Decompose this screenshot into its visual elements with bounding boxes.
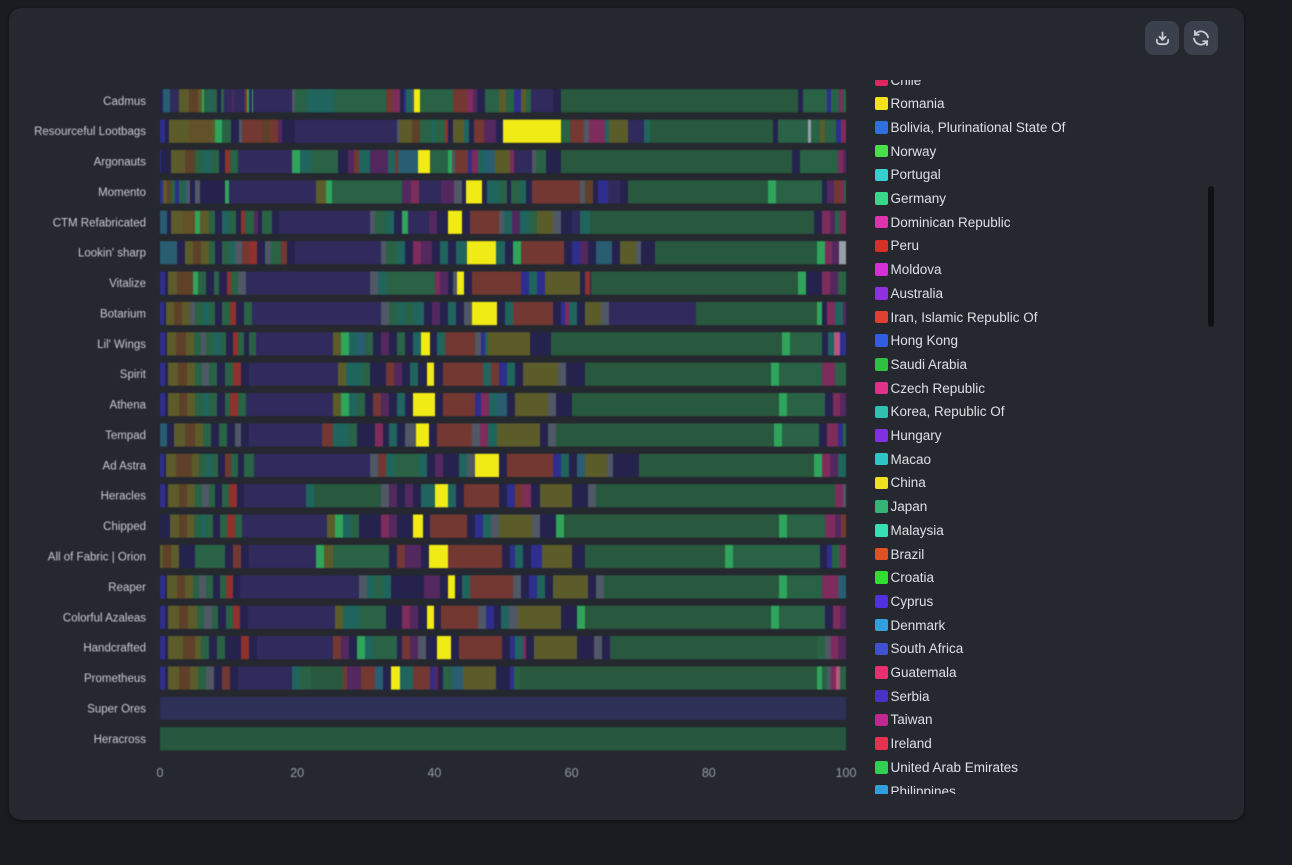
svg-text:Cadmus: Cadmus [103,96,146,108]
svg-text:Chipped: Chipped [103,521,146,533]
svg-text:40: 40 [427,766,441,780]
svg-text:100: 100 [836,766,857,780]
svg-text:Botarium: Botarium [100,309,146,321]
svg-text:Lil' Wings: Lil' Wings [97,339,146,351]
svg-text:Vitalize: Vitalize [109,278,146,290]
svg-text:Handcrafted: Handcrafted [83,643,146,655]
svg-text:All of Fabric | Orion: All of Fabric | Orion [48,552,146,564]
svg-text:Reaper: Reaper [108,582,146,594]
svg-text:Prometheus: Prometheus [84,673,146,685]
svg-text:Tempad: Tempad [105,430,146,442]
svg-text:Lookin' sharp: Lookin' sharp [78,248,146,260]
svg-text:60: 60 [565,766,579,780]
svg-text:Argonauts: Argonauts [94,157,147,169]
svg-text:Momento: Momento [98,187,146,199]
svg-text:Super Ores: Super Ores [87,703,146,715]
svg-text:Heracles: Heracles [101,491,147,503]
svg-text:80: 80 [702,766,716,780]
svg-text:Spirit: Spirit [120,369,147,381]
svg-text:Ad Astra: Ad Astra [103,460,147,472]
svg-text:20: 20 [290,766,304,780]
svg-text:Resourceful Lootbags: Resourceful Lootbags [34,126,146,138]
svg-text:CTM Refabricated: CTM Refabricated [53,217,146,229]
svg-text:Colorful Azaleas: Colorful Azaleas [63,612,146,624]
svg-text:0: 0 [157,766,164,780]
svg-text:Heracross: Heracross [94,734,147,746]
svg-text:Athena: Athena [110,400,147,412]
